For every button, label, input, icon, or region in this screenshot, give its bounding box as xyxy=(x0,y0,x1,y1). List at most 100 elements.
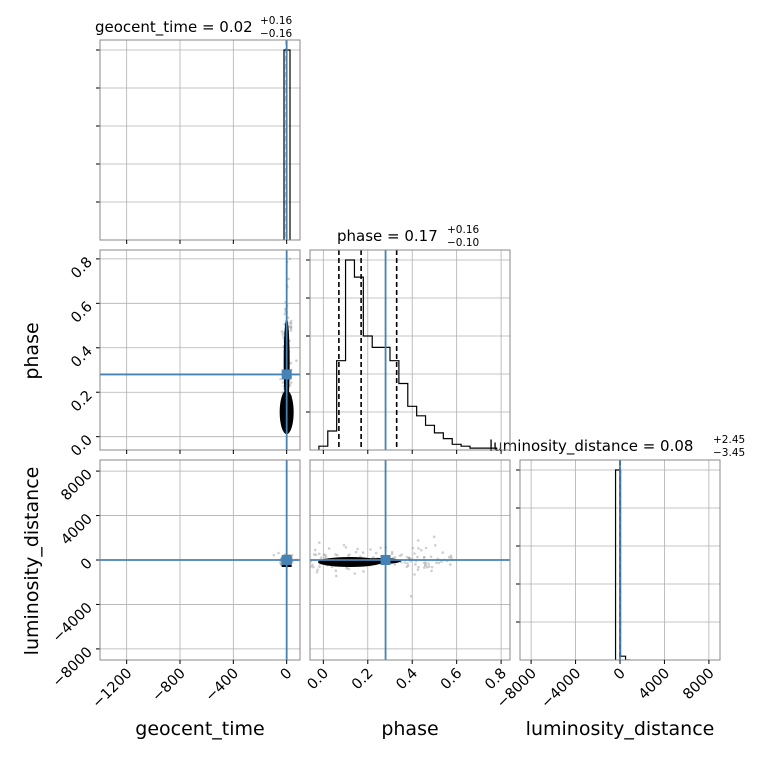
panel-geocent_time-hist xyxy=(96,39,301,244)
sample-point xyxy=(279,377,282,381)
tick-label-x-luminosity_distance: 4000 xyxy=(636,666,673,703)
sample-point xyxy=(303,551,306,554)
sample-point xyxy=(433,544,437,547)
sample-point xyxy=(427,565,431,568)
sample-point xyxy=(348,553,351,556)
sample-point xyxy=(311,563,314,567)
ylabel-phase: phase xyxy=(21,322,43,379)
sample-point xyxy=(417,565,420,569)
tick-label-y-luminosity_distance: 4000 xyxy=(58,511,95,548)
sample-point xyxy=(369,548,372,551)
sample-point xyxy=(316,568,319,572)
sample-point xyxy=(281,381,285,384)
title-geocent-time-minus: −0.16 xyxy=(260,28,292,40)
sample-point xyxy=(403,561,407,564)
truth-marker xyxy=(380,555,391,565)
sample-point xyxy=(283,312,287,316)
tick-label-y-phase: 0.2 xyxy=(68,388,96,416)
sample-point xyxy=(409,594,413,598)
sample-point xyxy=(289,361,293,365)
tick-label-y-luminosity_distance: 0 xyxy=(78,556,96,574)
panel-frame xyxy=(309,249,511,451)
sample-point xyxy=(342,543,346,547)
sample-point xyxy=(449,563,452,566)
sample-point xyxy=(289,321,292,325)
truth-marker xyxy=(281,555,292,565)
sample-point xyxy=(304,554,307,557)
xlabel-luminosity-distance: luminosity_distance xyxy=(526,718,715,740)
sample-point xyxy=(319,556,323,560)
tick-label-x-phase: 0.2 xyxy=(349,666,377,694)
histogram-phase xyxy=(318,259,498,450)
samples-phase-luminosity_distance xyxy=(303,535,454,598)
sample-point xyxy=(318,565,321,568)
tick-label-x-geocent_time: −400 xyxy=(203,666,242,705)
tick-label-x-phase: 0.4 xyxy=(393,666,421,694)
sample-point xyxy=(307,564,310,567)
xlabel-geocent-time: geocent_time xyxy=(135,718,264,740)
sample-point xyxy=(405,555,409,559)
title-luminosity-distance-minus: −3.45 xyxy=(713,447,745,459)
sample-point xyxy=(311,565,315,569)
sample-point xyxy=(295,359,298,362)
tick-label-x-phase: 0.6 xyxy=(438,666,466,694)
tick-label-x-geocent_time: −1200 xyxy=(89,666,135,712)
sample-point xyxy=(335,574,338,578)
panel-geocent_time-vs-phase: 0.0 0.2 0.4 0.6 0.8 xyxy=(68,249,301,460)
xlabel-phase: phase xyxy=(381,718,438,740)
sample-point xyxy=(303,569,306,572)
panel-luminosity_distance-hist: −8000−4000 0 4000 8000 xyxy=(494,459,721,712)
sample-point xyxy=(362,570,365,573)
sample-point xyxy=(345,567,348,570)
tick-label-x-luminosity_distance: 8000 xyxy=(680,666,717,703)
sample-point xyxy=(353,572,357,575)
sample-point xyxy=(318,541,321,544)
sample-point xyxy=(314,553,318,557)
panel-frame xyxy=(309,459,511,661)
sample-point xyxy=(390,552,394,556)
sample-point xyxy=(407,556,411,559)
sample-point xyxy=(272,553,276,557)
sample-point xyxy=(447,556,451,559)
sample-point xyxy=(424,546,428,550)
sample-point xyxy=(334,569,338,573)
tick-label-x-geocent_time: 0 xyxy=(278,666,296,684)
tick-label-y-luminosity_distance: −4000 xyxy=(50,600,96,646)
tick-label-y-luminosity_distance: −8000 xyxy=(50,644,96,690)
sample-point xyxy=(422,566,426,569)
sample-point xyxy=(359,555,362,558)
panel-frame xyxy=(99,249,301,451)
sample-point xyxy=(374,551,378,555)
title-phase-minus: −0.10 xyxy=(447,237,479,249)
sample-point xyxy=(289,329,293,332)
sample-point xyxy=(422,556,426,559)
sample-point xyxy=(327,547,331,550)
title-phase: phase = 0.17 xyxy=(337,227,438,245)
panel-phase-vs-luminosity_distance: 0.0 0.2 0.4 0.6 0.8 xyxy=(303,459,511,694)
sample-point xyxy=(336,553,339,557)
sample-point xyxy=(393,563,397,566)
sample-point xyxy=(435,561,438,564)
sample-point xyxy=(440,560,443,564)
sample-point xyxy=(307,554,310,557)
sample-point xyxy=(280,330,284,333)
sample-point xyxy=(405,565,409,569)
sample-point xyxy=(432,535,436,539)
sample-point xyxy=(393,555,397,559)
panel-frame xyxy=(99,459,301,661)
sample-point xyxy=(413,573,416,576)
sample-point xyxy=(277,551,280,555)
sample-point xyxy=(289,381,293,384)
tick-label-x-phase: 0.0 xyxy=(305,666,333,694)
sample-point xyxy=(437,561,441,565)
ylabel-luminosity-distance: luminosity_distance xyxy=(21,467,43,656)
sample-point xyxy=(282,336,285,339)
sample-point xyxy=(416,568,420,572)
histogram-luminosity_distance xyxy=(614,469,631,660)
title-geocent-time: geocent_time = 0.02 xyxy=(95,18,253,37)
sample-point xyxy=(344,546,348,549)
sample-point xyxy=(406,562,409,565)
sample-point xyxy=(330,565,334,569)
